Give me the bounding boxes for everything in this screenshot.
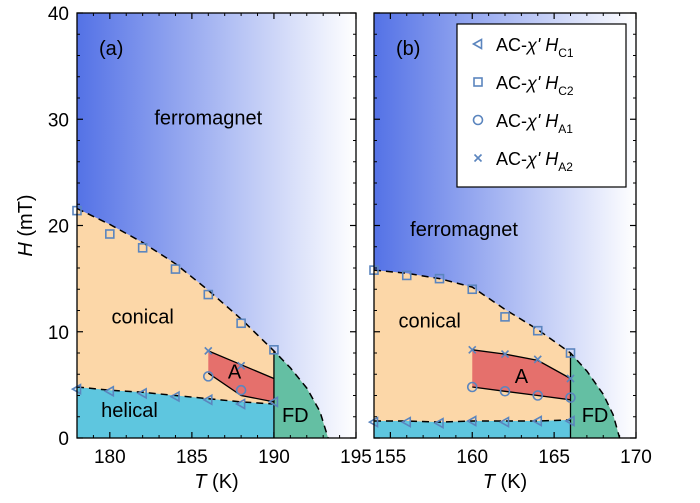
legend-box — [456, 23, 627, 188]
helical-region — [77, 387, 274, 438]
data-point-ha2 — [468, 345, 477, 354]
x-axis-label: T (K) — [483, 471, 527, 493]
data-point-ha2 — [566, 374, 575, 383]
data-point-hc1 — [498, 416, 510, 428]
region-label-conical: conical — [112, 306, 174, 328]
legend-marker-ha2 — [473, 153, 483, 163]
data-point-hc2 — [532, 325, 543, 336]
data-point-hc1 — [103, 385, 115, 398]
region-label-ferromagnet: ferromagnet — [410, 219, 518, 241]
data-point-hc1 — [234, 398, 246, 410]
x-tick-label: 170 — [620, 447, 652, 468]
x-tick-label: 160 — [456, 447, 488, 468]
legend-marker-ha1 — [472, 114, 484, 126]
helical-region — [374, 419, 571, 438]
region-label-fd: FD — [282, 405, 309, 427]
region-label-a: A — [228, 362, 242, 384]
fm-conical-boundary — [374, 269, 621, 438]
legend-marker-hc1 — [471, 38, 483, 50]
data-point-hc2 — [137, 243, 148, 253]
legend-entry-hc2: AC-χ' HC2 — [496, 73, 574, 98]
y-tick-label: 10 — [48, 323, 69, 344]
legend-entry-hc1: AC-χ' HC1 — [496, 35, 574, 60]
data-markers — [367, 265, 576, 429]
data-point-hc1 — [169, 390, 180, 403]
legend: AC-χ' HC1 AC-χ' HC2 AC-χ' HA1 AC-χ' HA2 — [456, 23, 627, 188]
fd-region — [570, 353, 620, 438]
panel-label: (b) — [396, 38, 420, 60]
data-point-ha2 — [533, 355, 542, 364]
a-lower-boundary — [207, 372, 275, 403]
legend-entry-ha2: AC-χ' HA2 — [496, 149, 573, 174]
region-label-fd: FD — [582, 405, 609, 427]
data-point-hc2 — [467, 284, 478, 295]
x-tick-label: 190 — [258, 447, 290, 468]
data-point-ha1 — [499, 385, 511, 397]
panel-label: (a) — [99, 38, 123, 60]
data-point-hc1 — [564, 415, 575, 427]
data-point-hc2 — [105, 229, 115, 239]
data-point-hc1 — [400, 416, 412, 428]
panel-a: 180 185 190 195 0 10 20 30 40 T (K) H (mT) (a) ferro… — [15, 4, 372, 493]
x-tick-label: 195 — [340, 447, 372, 468]
conical-helical-boundary — [77, 386, 274, 405]
data-point-hc2 — [203, 289, 214, 300]
data-point-hc1 — [267, 396, 279, 408]
conical-helical-boundary — [374, 419, 571, 423]
a-phase-region — [472, 349, 571, 400]
data-point-hc1 — [466, 415, 477, 427]
data-point-hc2 — [401, 270, 412, 281]
data-point-hc2 — [269, 345, 279, 355]
y-tick-label: 30 — [48, 110, 69, 131]
x-axis-label: T (K) — [194, 471, 238, 493]
data-point-ha1 — [202, 371, 214, 382]
x-tick-label: 180 — [94, 447, 126, 468]
data-point-ha1 — [235, 384, 247, 396]
legend-marker-hc2 — [473, 77, 483, 87]
data-point-hc2 — [500, 312, 510, 322]
data-point-ha2 — [237, 361, 246, 370]
data-point-ha2 — [204, 346, 213, 355]
region-label-ferromagnet: ferromagnet — [154, 108, 262, 130]
data-point-ha1 — [532, 390, 544, 401]
y-tick-label: 40 — [48, 4, 69, 25]
data-point-hc1 — [531, 415, 543, 427]
data-point-hc1 — [202, 393, 213, 406]
legend-entry-ha1: AC-χ' HA1 — [496, 111, 573, 136]
data-point-ha1 — [466, 381, 478, 393]
x-tick-label: 155 — [375, 447, 407, 468]
y-axis-label: H (mT) — [15, 194, 37, 256]
data-point-ha1 — [565, 392, 576, 403]
x-tick-label: 165 — [538, 447, 570, 468]
data-point-ha2 — [500, 349, 510, 359]
y-tick-label: 0 — [58, 429, 69, 450]
x-tick-label: 185 — [176, 447, 208, 468]
region-label-a: A — [515, 366, 529, 388]
a-upper-boundary — [472, 349, 571, 380]
data-point-hc2 — [565, 348, 576, 358]
a-phase-region — [208, 350, 274, 402]
data-point-hc2 — [434, 273, 445, 284]
a-lower-boundary — [472, 386, 571, 401]
data-point-hc1 — [136, 387, 147, 400]
region-label-helical: helical — [101, 400, 158, 422]
data-point-hc1 — [433, 417, 444, 429]
data-point-hc2 — [170, 264, 181, 274]
phase-regions — [77, 13, 356, 438]
region-label-conical: conical — [399, 311, 461, 333]
fd-region — [273, 350, 329, 438]
data-point-hc2 — [236, 318, 246, 329]
y-tick-label: 20 — [48, 217, 69, 238]
